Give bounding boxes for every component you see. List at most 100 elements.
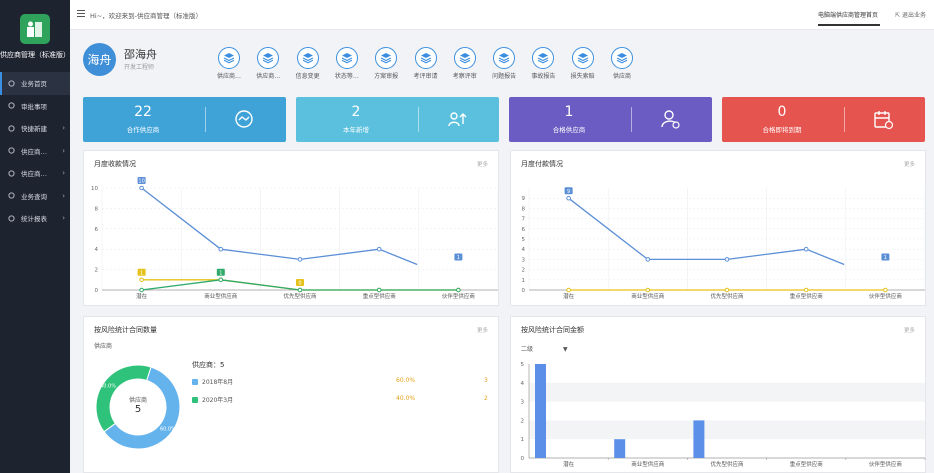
sidebar-item[interactable]: 统计报表 › — [0, 207, 70, 230]
sidebar-item-label: 统计报表 — [21, 215, 47, 224]
tab-active-indicator — [818, 24, 880, 26]
sidebar-item-label: 业务查询 — [21, 192, 47, 201]
more-link[interactable]: 更多 — [903, 328, 915, 334]
sidebar-item[interactable]: 业务查询 › — [0, 185, 70, 208]
quick-action-button[interactable]: 问题报告 — [486, 47, 522, 80]
chevron-right-icon: › — [62, 124, 65, 132]
sidebar-item-label: 供应商… — [21, 147, 47, 156]
quick-action-label: 供应商 — [612, 73, 631, 80]
x-tick-label: 重点型供应商 — [363, 292, 397, 300]
quick-action-button[interactable]: 考察评审 — [447, 47, 483, 80]
data-label-badge — [137, 268, 146, 276]
x-tick-label: 商业型供应商 — [631, 292, 665, 300]
user-check-icon — [659, 108, 681, 130]
series-line — [141, 187, 418, 266]
more-link[interactable]: 更多 — [476, 328, 488, 334]
risk-amount-bar-chart: 0 1 2 3 4 5 潜在 商业型供应商 优先型供应商 重点型供应商 伙伴型供应商 — [521, 362, 926, 468]
y-tick-label: 2 — [521, 418, 525, 424]
quick-action-icon — [257, 47, 280, 69]
legend-item[interactable]: 2020年3月 40.0% 2 — [192, 395, 492, 404]
nav-item-icon — [8, 170, 15, 177]
sidebar: 供应商管理（标准版） 业务首页 审批事项 快捷新建 › 供应商… › 供应商… › 业务查询 › 统… — [0, 0, 70, 473]
sidebar-item[interactable]: 供应商… › — [0, 162, 70, 185]
caret-down-icon: ▼ — [563, 346, 568, 353]
user-growth-icon — [446, 108, 468, 130]
data-point — [218, 277, 224, 283]
sidebar-item[interactable]: 审批事项 — [0, 95, 70, 118]
avatar[interactable]: 海舟 — [83, 43, 116, 76]
quick-action-button[interactable]: 供应商… — [211, 47, 247, 80]
quick-action-button[interactable]: 方案审报 — [368, 47, 404, 80]
panel-risk-count: 按风险统计合同数量 更多 供应商 60.0% 40.0% 供应商 5 供应商：5 … — [83, 316, 499, 473]
y-tick-label: 2 — [522, 268, 526, 274]
chart-subtitle: 供应商 — [94, 343, 113, 350]
panel-title: 月度付款情况 — [521, 160, 563, 168]
quick-action-icon — [611, 47, 633, 69]
legend-title: 供应商：5 — [192, 361, 225, 369]
stat-label: 合格即将到期 — [762, 126, 802, 134]
y-tick-label: 8 — [522, 206, 526, 212]
bar — [535, 364, 546, 458]
risk-donut-chart: 60.0% 40.0% — [95, 364, 181, 450]
data-point — [803, 246, 809, 252]
stat-card[interactable]: 1 合格供应商 — [509, 97, 712, 142]
data-label: 10 — [138, 179, 144, 185]
sidebar-item[interactable]: 业务首页 — [0, 72, 70, 95]
stat-divider — [844, 107, 845, 132]
data-point — [566, 287, 571, 293]
quick-action-button[interactable]: 状态等… — [329, 47, 365, 80]
quick-action-button[interactable]: 损失索赔 — [565, 47, 601, 80]
x-tick-label: 商业型供应商 — [631, 460, 665, 468]
data-label: 1 — [884, 255, 887, 261]
more-link[interactable]: 更多 — [476, 162, 488, 168]
panel-title: 按风险统计合同数量 — [94, 326, 157, 334]
tab-home[interactable]: 电脑端供应商管理首页 — [818, 12, 879, 19]
data-point — [297, 257, 303, 262]
legend-label: 2020年3月 — [202, 397, 234, 404]
stat-card[interactable]: 2 本年新增 — [296, 97, 499, 142]
handshake-icon — [233, 108, 255, 130]
quick-action-label: 方案审报 — [374, 73, 399, 80]
quick-action-button[interactable]: 事故报告 — [525, 47, 561, 80]
legend-swatch — [192, 379, 198, 385]
data-point — [139, 277, 144, 283]
y-tick-label: 6 — [522, 227, 526, 233]
sidebar-item-label: 供应商… — [21, 170, 47, 179]
x-tick-label: 潜在 — [563, 292, 575, 300]
stat-card[interactable]: 0 合格即将到期 — [722, 97, 925, 142]
donut-center: 供应商 5 — [118, 395, 158, 415]
panel-monthly-payment: 月度付款情况 更多 0 1 2 3 4 5 6 7 8 9 潜在 商业型供应商 优先型供应商 重点型供应商… — [510, 150, 926, 306]
app-logo[interactable] — [20, 14, 50, 44]
data-label: 9 — [567, 189, 570, 195]
sidebar-item[interactable]: 供应商… › — [0, 140, 70, 163]
y-tick-label: 8 — [95, 206, 99, 212]
stat-card[interactable]: 22 合作供应商 — [83, 97, 286, 142]
stat-value: 1 — [564, 104, 574, 120]
quick-action-button[interactable]: 信息变更 — [290, 47, 326, 80]
legend-value: 2 — [484, 395, 488, 402]
sidebar-item[interactable]: 快捷新建 › — [0, 117, 70, 140]
nav-item-icon — [8, 192, 15, 199]
data-label: 1 — [457, 255, 460, 261]
nav-item-icon — [8, 102, 15, 109]
y-tick-label: 4 — [95, 247, 99, 253]
level-dropdown[interactable]: 二级 ▼ — [521, 344, 568, 353]
quick-action-icon — [493, 47, 516, 69]
quick-action-button[interactable]: 考评审请 — [408, 47, 444, 80]
quick-action-icon — [532, 47, 555, 69]
quick-action-label: 供应商… — [216, 73, 241, 80]
quick-action-button[interactable]: 供应商… — [250, 47, 286, 80]
menu-toggle-icon[interactable] — [77, 10, 85, 18]
y-tick-label: 5 — [521, 362, 525, 368]
user-role: 开发工程师 — [124, 64, 155, 71]
chevron-right-icon: › — [62, 146, 65, 155]
logout-button[interactable]: ⇱ 退出业务 — [895, 10, 926, 19]
y-tick-label: 5 — [522, 237, 526, 243]
nav-item-icon — [8, 147, 15, 154]
y-tick-label: 1 — [521, 437, 525, 443]
legend-item[interactable]: 2018年8月 60.0% 3 — [192, 377, 492, 386]
bar — [614, 439, 626, 458]
quick-action-label: 考察评审 — [452, 73, 477, 80]
quick-action-button[interactable]: 供应商 — [604, 47, 640, 80]
more-link[interactable]: 更多 — [903, 162, 915, 168]
